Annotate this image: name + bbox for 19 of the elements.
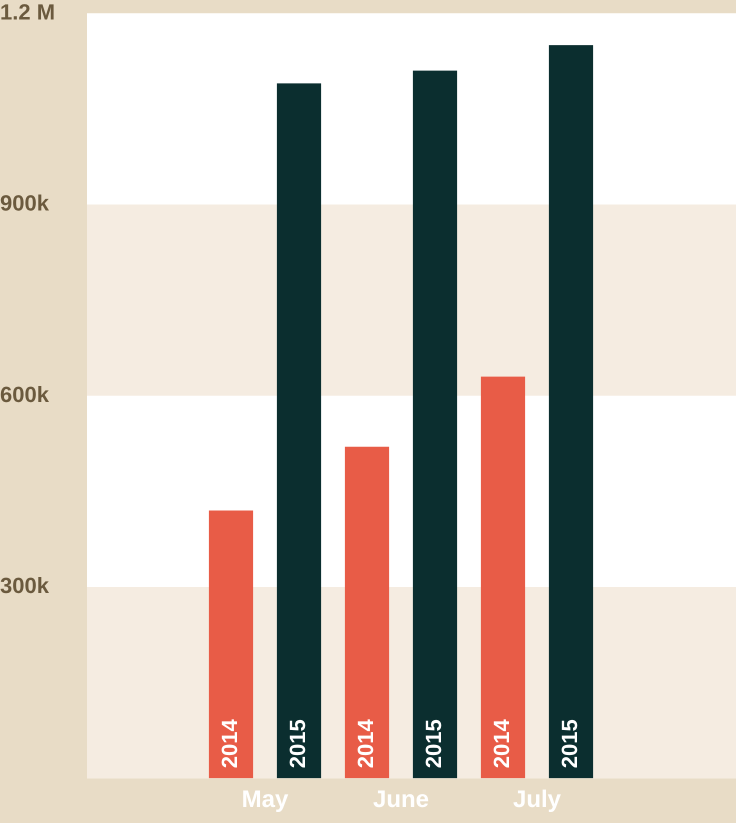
series-label: 2015: [285, 719, 310, 768]
x-tick-label: July: [512, 786, 562, 814]
x-tick-label: June: [372, 786, 430, 814]
y-tick-label: 1.2 M: [0, 0, 56, 24]
text: 2015: [421, 719, 446, 768]
series-label: 2014: [217, 718, 242, 768]
y-tick-label: 300k: [0, 573, 50, 598]
text: 2014: [353, 719, 378, 768]
bar: [344, 446, 390, 778]
y-tick-label: 600k: [0, 382, 50, 407]
x-tick-label: May: [242, 786, 289, 814]
text: 2015: [557, 719, 582, 768]
bar: [276, 83, 322, 778]
bar: [548, 45, 594, 778]
bar: [480, 376, 526, 778]
y-tick-label: 900k: [0, 190, 50, 216]
bar: [208, 510, 254, 778]
bar: [412, 70, 458, 778]
text: 2014: [489, 719, 514, 768]
